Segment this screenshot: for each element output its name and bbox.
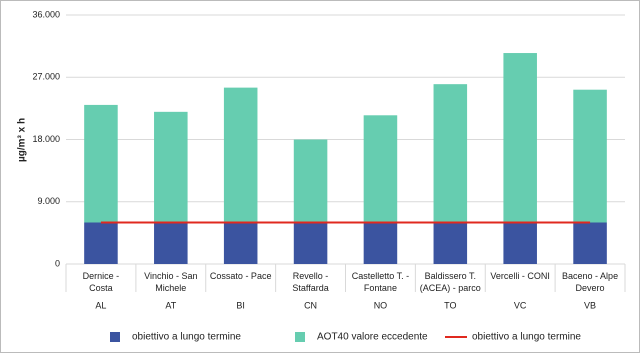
legend-label: AOT40 valore eccedente — [317, 332, 428, 343]
x-category-label: Cossato - Pace — [209, 271, 272, 281]
legend-label: obiettivo a lungo termine — [132, 332, 241, 343]
x-group-label: VC — [514, 300, 527, 310]
x-group-label: CN — [304, 300, 317, 310]
legend-swatch — [295, 332, 305, 342]
bar-segment — [573, 89, 607, 223]
bar-segment — [503, 222, 537, 264]
x-category-label: Revello - Staffarda — [292, 271, 329, 293]
y-tick-label: 27.000 — [32, 72, 60, 82]
bar-segment — [223, 222, 258, 264]
bar-segment — [433, 222, 468, 264]
x-group-label: AT — [165, 300, 176, 310]
y-tick-label: 36.000 — [32, 9, 60, 19]
bar-segment — [84, 104, 118, 223]
x-category-label: Baceno - Alpe Devero — [562, 271, 619, 293]
legend-label: obiettivo a lungo termine — [472, 332, 581, 343]
bar-segment — [503, 53, 537, 223]
x-category-label: Baldissero T. (ACEA) - parco — [419, 271, 481, 293]
y-tick-label: 18.000 — [32, 134, 60, 144]
x-category-label: Vercelli - CONI — [490, 271, 550, 281]
bar-segment — [154, 111, 188, 223]
bar-segment — [154, 222, 188, 264]
bar-segment — [293, 139, 328, 223]
bar-segment — [363, 115, 398, 223]
x-category-label: Castelletto T. - Fontane — [351, 271, 410, 293]
bar-segment — [84, 222, 118, 264]
x-category-label: Dernice - Costa — [82, 271, 120, 293]
x-group-label: VB — [584, 300, 596, 310]
bar-segment — [433, 84, 468, 223]
y-tick-label: 9.000 — [37, 196, 60, 206]
x-category-label: Vinchio - San Michele — [144, 271, 198, 293]
bar-segment — [363, 222, 398, 264]
x-group-label: AL — [95, 300, 106, 310]
x-group-label: BI — [236, 300, 245, 310]
bar-segment — [293, 222, 328, 264]
bar-segment — [573, 222, 607, 264]
y-axis-title: µg/m³ x h — [17, 118, 28, 162]
legend-swatch — [110, 332, 120, 342]
bar-segment — [223, 87, 258, 223]
y-tick-label: 0 — [55, 258, 60, 268]
x-group-label: NO — [374, 300, 388, 310]
x-group-label: TO — [444, 300, 456, 310]
